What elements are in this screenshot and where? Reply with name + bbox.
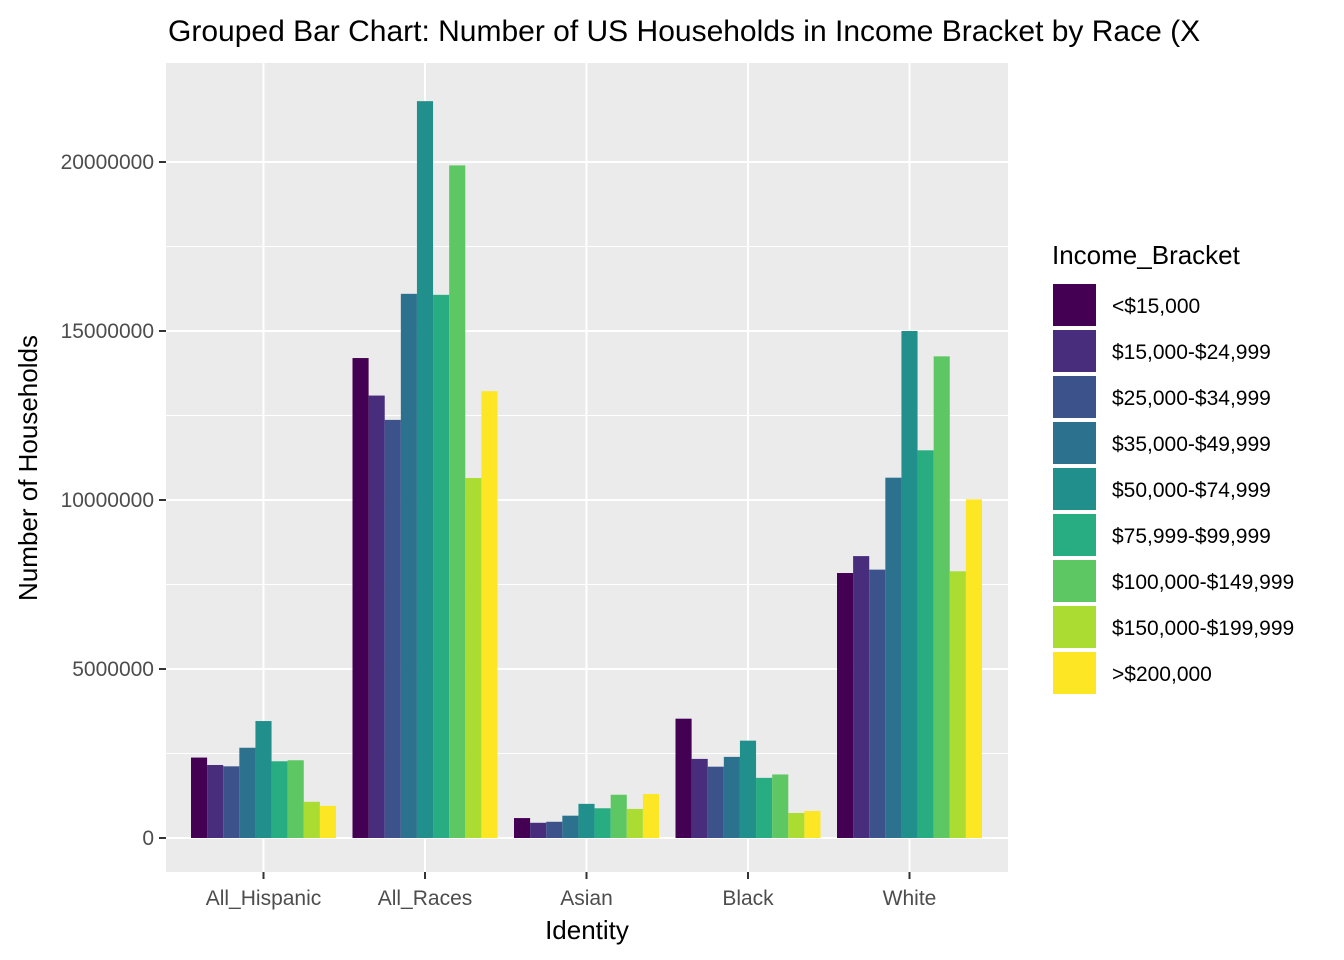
bar-All_Races-3 <box>384 419 401 838</box>
bar-Asian-9 <box>642 794 659 838</box>
bar-Asian-2 <box>530 822 547 838</box>
legend-key <box>1053 330 1096 372</box>
legend-label: $150,000-$199,999 <box>1112 617 1294 640</box>
y-tick-label: 0 <box>142 827 154 850</box>
legend-key <box>1053 606 1096 648</box>
bar-White-8 <box>949 571 966 838</box>
bar-Asian-1 <box>514 818 531 838</box>
legend-label: $35,000-$49,999 <box>1112 433 1271 456</box>
bar-Asian-5 <box>578 803 595 838</box>
legend-key <box>1053 652 1096 694</box>
bar-All_Hispanic-1 <box>191 757 208 838</box>
bar-Black-5 <box>739 740 757 838</box>
x-tick-label: Black <box>722 887 774 910</box>
y-axis: 0 5000000 10000000 15000000 20000000 <box>61 151 166 850</box>
x-axis-title: Identity <box>545 915 629 945</box>
legend-label: $100,000-$149,999 <box>1112 571 1294 594</box>
bar-Asian-8 <box>626 808 643 838</box>
x-tick-label: All_Hispanic <box>206 887 322 910</box>
bar-Asian-7 <box>610 794 627 838</box>
bar-All_Hispanic-7 <box>287 760 304 838</box>
bar-Asian-3 <box>546 821 563 838</box>
bar-All_Races-7 <box>449 165 466 838</box>
x-tick-label: White <box>883 887 937 910</box>
legend-key <box>1053 284 1096 326</box>
legend-title: Income_Bracket <box>1052 240 1241 270</box>
x-axis: All_Hispanic All_Races Asian Black White <box>206 872 937 910</box>
x-tick-label: All_Races <box>378 887 473 910</box>
bar-All_Hispanic-5 <box>255 721 272 838</box>
legend-label: $75,999-$99,999 <box>1112 525 1271 548</box>
bar-All_Hispanic-3 <box>223 766 240 838</box>
bar-Asian-4 <box>562 815 579 838</box>
bar-Black-1 <box>675 718 692 838</box>
bar-All_Hispanic-2 <box>207 764 224 838</box>
bars <box>191 101 982 839</box>
legend: Income_Bracket <$15,000 $15,000-$24,999 $2… <box>1052 240 1294 694</box>
legend-key <box>1053 468 1096 510</box>
legend-key <box>1053 514 1096 556</box>
bar-White-4 <box>885 477 902 838</box>
bar-White-1 <box>837 573 854 838</box>
bar-All_Races-6 <box>433 294 450 839</box>
bar-All_Hispanic-8 <box>303 801 320 838</box>
bar-White-6 <box>917 450 934 838</box>
bar-Black-3 <box>707 766 724 838</box>
y-tick-label: 15000000 <box>61 320 154 343</box>
bar-All_Hispanic-9 <box>319 805 336 838</box>
bar-White-9 <box>965 499 982 838</box>
bar-White-5 <box>901 331 918 838</box>
legend-label: >$200,000 <box>1112 663 1212 686</box>
bar-All_Races-1 <box>352 358 369 838</box>
bar-White-2 <box>853 556 870 838</box>
y-tick-label: 10000000 <box>61 489 154 512</box>
legend-key <box>1053 376 1096 418</box>
bar-Black-4 <box>723 756 740 838</box>
legend-label: $50,000-$74,999 <box>1112 479 1271 502</box>
bar-Black-9 <box>804 810 821 838</box>
chart-title: Grouped Bar Chart: Number of US Househol… <box>168 15 1200 48</box>
bar-All_Races-2 <box>368 395 385 838</box>
legend-label: <$15,000 <box>1112 295 1200 318</box>
bar-Black-7 <box>772 774 789 838</box>
legend-label: $15,000-$24,999 <box>1112 341 1271 364</box>
bar-All_Hispanic-4 <box>239 747 256 838</box>
bar-Black-6 <box>756 777 773 838</box>
bar-All_Races-8 <box>465 478 482 838</box>
y-axis-title: Number of Households <box>13 335 43 601</box>
legend-label: $25,000-$34,999 <box>1112 387 1271 410</box>
bar-All_Races-4 <box>400 293 417 838</box>
bar-All_Races-5 <box>416 101 434 838</box>
bar-All_Races-9 <box>481 391 498 838</box>
legend-key <box>1053 422 1096 464</box>
y-tick-label: 20000000 <box>61 151 154 174</box>
x-tick-label: Asian <box>560 887 613 910</box>
bar-Asian-6 <box>594 808 611 838</box>
bar-White-7 <box>933 356 950 838</box>
bar-All_Hispanic-6 <box>271 761 288 838</box>
bar-Black-8 <box>788 812 805 838</box>
y-tick-label: 5000000 <box>72 658 154 681</box>
bar-White-3 <box>869 569 886 838</box>
legend-items: <$15,000 $15,000-$24,999 $25,000-$34,999 $3… <box>1053 284 1294 694</box>
bar-Black-2 <box>691 758 708 838</box>
legend-key <box>1053 560 1096 602</box>
